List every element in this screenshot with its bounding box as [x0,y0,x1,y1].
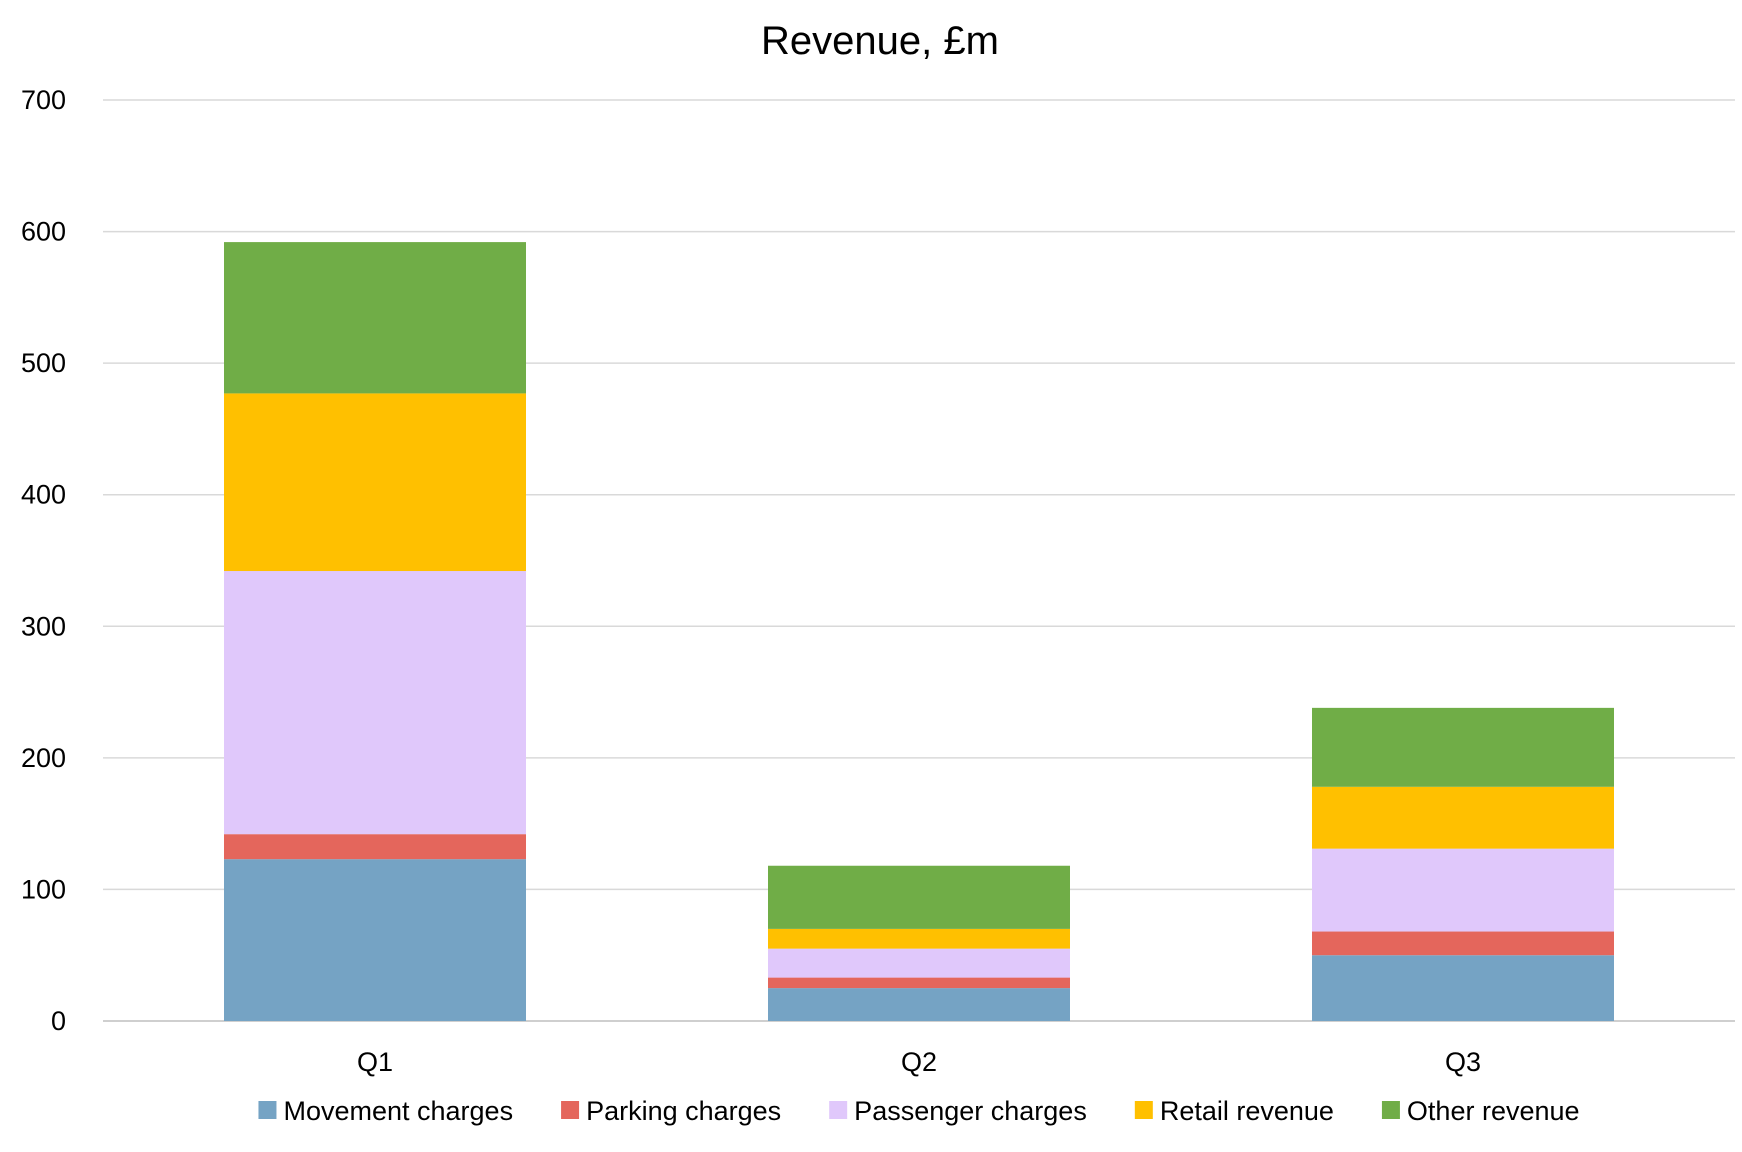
bar-segment [224,242,526,394]
legend-item: Passenger charges [829,1096,1087,1126]
legend-item: Retail revenue [1134,1096,1334,1126]
bar-segment [1312,955,1614,1021]
bar-segment [224,834,526,860]
y-tick-label: 300 [21,611,66,641]
bar-segment [1312,931,1614,956]
bar-segment [224,859,526,1021]
bar-segment [224,571,526,835]
legend-swatch [561,1101,580,1119]
bars [224,242,1614,1021]
legend: Movement charges Parking charges Passenger… [258,1096,1580,1126]
y-tick-label: 400 [21,480,66,510]
bar-segment [768,988,1070,1021]
bar-segment [768,865,1070,929]
legend-label: Retail revenue [1160,1096,1334,1126]
bar-segment [1312,786,1614,849]
legend-swatch [1381,1101,1400,1119]
x-tick-label: Q2 [901,1047,937,1077]
y-axis-tick-labels: 0 100 200 300 400 500 600 700 [21,85,66,1036]
legend-swatch [829,1101,848,1119]
bar-segment [768,928,1070,949]
legend-label: Passenger charges [854,1096,1087,1126]
y-tick-label: 200 [21,743,66,773]
y-tick-label: 0 [51,1006,66,1036]
x-tick-label: Q3 [1445,1047,1481,1077]
bar-segment [224,393,526,572]
bar-segment [1312,707,1614,787]
bar-segment [1312,848,1614,932]
legend-item: Parking charges [561,1096,781,1126]
legend-swatch [258,1101,277,1119]
y-tick-label: 100 [21,874,66,904]
bar-segment [768,977,1070,989]
bar-segment [768,948,1070,978]
legend-item: Movement charges [258,1096,513,1126]
legend-label: Other revenue [1407,1096,1580,1126]
legend-swatch [1134,1101,1153,1119]
x-tick-label: Q1 [357,1047,393,1077]
x-axis-tick-labels: Q1 Q2 Q3 [357,1047,1481,1077]
legend-label: Parking charges [586,1096,781,1126]
y-tick-label: 500 [21,348,66,378]
y-tick-label: 600 [21,217,66,247]
legend-item: Other revenue [1381,1096,1580,1126]
chart-title: Revenue, £m [761,19,999,63]
legend-label: Movement charges [283,1096,513,1126]
y-tick-label: 700 [21,85,66,115]
